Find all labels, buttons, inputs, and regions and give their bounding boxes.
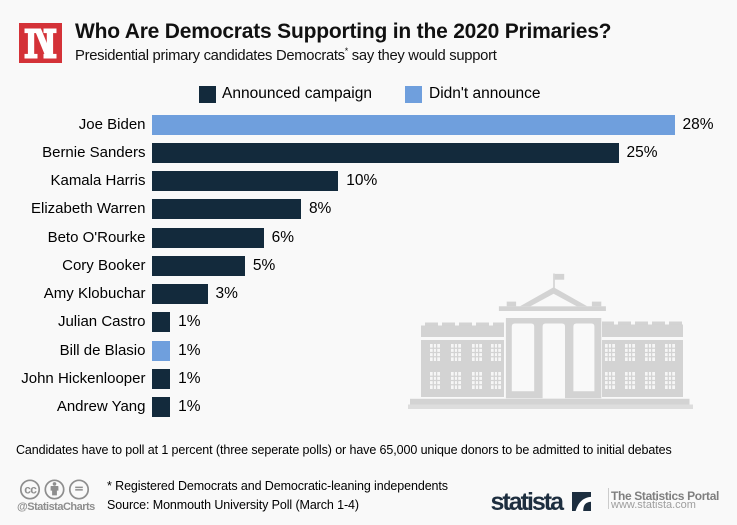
svg-text:cc: cc bbox=[24, 483, 37, 497]
